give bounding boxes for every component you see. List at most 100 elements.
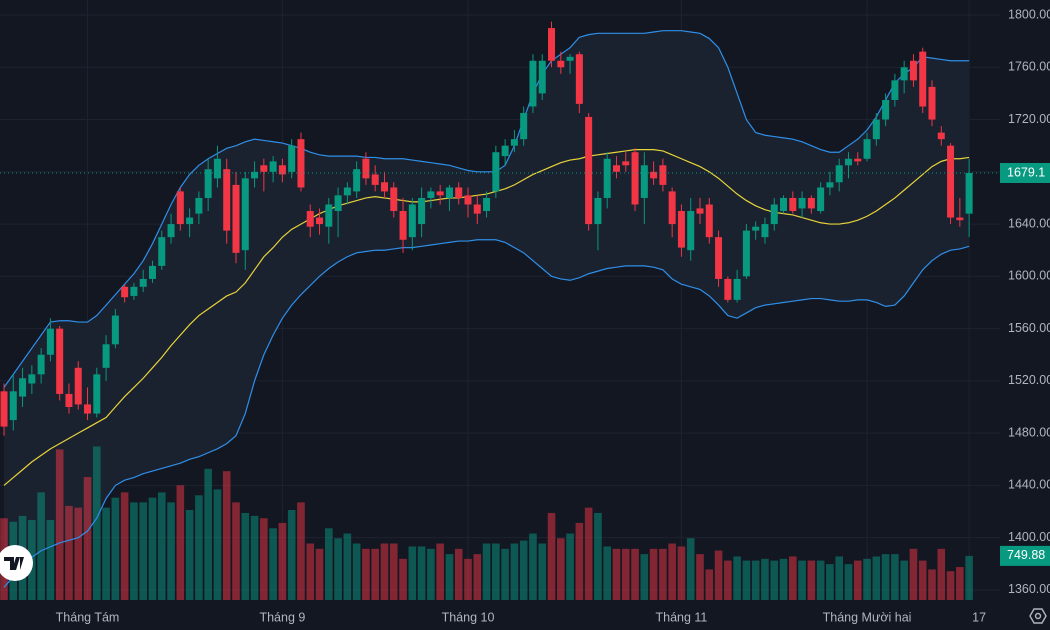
candle-body <box>74 367 82 405</box>
volume-bar <box>770 560 779 600</box>
volume-bar <box>167 502 175 600</box>
volume-bar <box>594 512 602 600</box>
candle-body <box>186 217 194 225</box>
volume-bar <box>733 556 741 600</box>
volume-bar <box>334 538 342 600</box>
candle-body <box>353 169 361 192</box>
y-tick-label: 1800.00 <box>1008 7 1050 21</box>
candle-body <box>316 217 324 225</box>
candle-body <box>121 286 129 298</box>
candle-body <box>380 182 388 192</box>
volume-bar <box>297 502 305 600</box>
candle-body <box>677 211 685 248</box>
y-tick-label: 1600.00 <box>1008 269 1050 283</box>
volume-bar <box>74 507 83 600</box>
volume-bar <box>668 543 676 600</box>
volume-bar <box>826 564 834 600</box>
candle-body <box>668 191 676 225</box>
candle-body <box>742 230 750 277</box>
volume-bar <box>65 505 73 600</box>
volume-bar <box>46 520 55 600</box>
candle-body <box>659 165 667 185</box>
candle-body <box>130 286 138 296</box>
volume-bar <box>213 489 222 600</box>
volume-bar <box>835 556 843 600</box>
x-tick-label: Tháng Tám <box>56 610 120 624</box>
candle-body <box>390 187 398 212</box>
volume-bar <box>362 548 370 600</box>
candle-body <box>947 145 955 218</box>
volume-bar <box>325 528 333 600</box>
candle-body <box>408 204 416 238</box>
candle-body <box>854 158 862 162</box>
volume-bar <box>454 548 463 600</box>
volume-bar <box>900 560 908 600</box>
settings-button[interactable] <box>1029 608 1047 624</box>
candle-body <box>807 197 815 209</box>
y-tick-label: 1720.00 <box>1008 112 1050 126</box>
candle-body <box>529 60 537 107</box>
candle-body <box>789 197 797 212</box>
candle-body <box>167 224 175 238</box>
candle-body <box>937 132 945 140</box>
candle-body <box>325 204 333 227</box>
volume-bar <box>492 543 500 600</box>
candle-body <box>844 158 852 166</box>
candle-body <box>687 211 695 251</box>
volume-bar <box>111 497 120 600</box>
volume-bar <box>538 543 547 600</box>
volume-bar <box>956 567 964 600</box>
volume-bar <box>427 548 435 600</box>
volume-bar <box>761 558 769 600</box>
candle-body <box>436 191 444 196</box>
y-tick-label: 1560.00 <box>1008 321 1050 335</box>
volume-bar <box>937 548 946 600</box>
volume-bar <box>640 554 649 600</box>
candle-body <box>343 187 351 196</box>
settings-icon[interactable] <box>1029 608 1047 624</box>
volume-bar <box>547 512 556 600</box>
volume-bar <box>83 477 92 600</box>
x-tick-label: Tháng 9 <box>259 610 305 624</box>
candle-body <box>715 237 723 279</box>
candle-body <box>780 197 788 212</box>
axes: 1360.00 1400.00 1440.00 1480.00 1520.00 1560.… <box>56 7 1050 624</box>
candle-body <box>473 204 481 214</box>
candle-body <box>520 113 528 140</box>
logo[interactable] <box>0 545 33 581</box>
y-tick-label: 1640.00 <box>1008 216 1050 230</box>
volume-bar <box>352 543 361 600</box>
candle-body <box>455 187 463 198</box>
volume-bar <box>102 507 110 600</box>
volume-bar <box>195 495 203 600</box>
last-price-box <box>1000 162 1050 183</box>
candle-body <box>223 169 231 231</box>
candle-body <box>548 28 556 61</box>
candle-body <box>640 165 648 198</box>
volume-bar <box>891 554 899 600</box>
candle-body <box>891 80 899 100</box>
candle-body <box>445 187 453 198</box>
candle-body <box>93 374 101 414</box>
candle-body <box>37 354 45 375</box>
volume-bar <box>185 510 194 600</box>
volume-bar <box>278 522 287 600</box>
candle-body <box>770 204 778 225</box>
volume-bar <box>269 528 277 600</box>
x-tick-label: Tháng Mười hai <box>823 610 912 624</box>
volume-bar <box>881 554 890 600</box>
last-volume-label: 749.88 <box>1007 548 1045 562</box>
band-fill <box>4 30 970 588</box>
candle-body <box>371 174 379 185</box>
x-tick-label: 17 <box>972 610 986 624</box>
candle-body <box>483 197 491 212</box>
candle-body <box>399 211 407 240</box>
volume-bar <box>315 548 324 600</box>
candle-body <box>0 391 8 427</box>
volume-bar <box>510 543 519 600</box>
volume-bar <box>408 546 417 600</box>
candle-body <box>362 158 370 179</box>
volume-bar <box>93 446 101 600</box>
x-tick-label: Tháng 11 <box>655 610 707 624</box>
